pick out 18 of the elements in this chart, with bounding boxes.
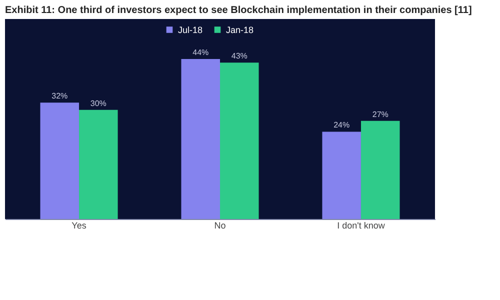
legend-label: Jan-18 <box>226 24 254 35</box>
data-label: 32% <box>52 92 68 101</box>
data-label: 27% <box>372 110 388 119</box>
bar <box>40 102 80 219</box>
x-tick-label: No <box>214 220 226 230</box>
data-label: 24% <box>334 120 350 130</box>
x-tick-label: Yes <box>72 220 87 230</box>
bar <box>79 110 118 219</box>
bar <box>322 132 361 219</box>
x-tick-label: I don't know <box>337 220 386 230</box>
data-label: 44% <box>192 48 209 57</box>
chart-title: Exhibit 11: One third of investors expect to see Blockchain implementation in their companies [11] <box>5 5 472 16</box>
bar <box>181 59 220 219</box>
bar <box>360 120 400 219</box>
data-label: 30% <box>90 98 106 108</box>
legend-label: Jul-18 <box>178 24 203 35</box>
data-label: 43% <box>231 52 248 61</box>
bar <box>220 62 259 219</box>
